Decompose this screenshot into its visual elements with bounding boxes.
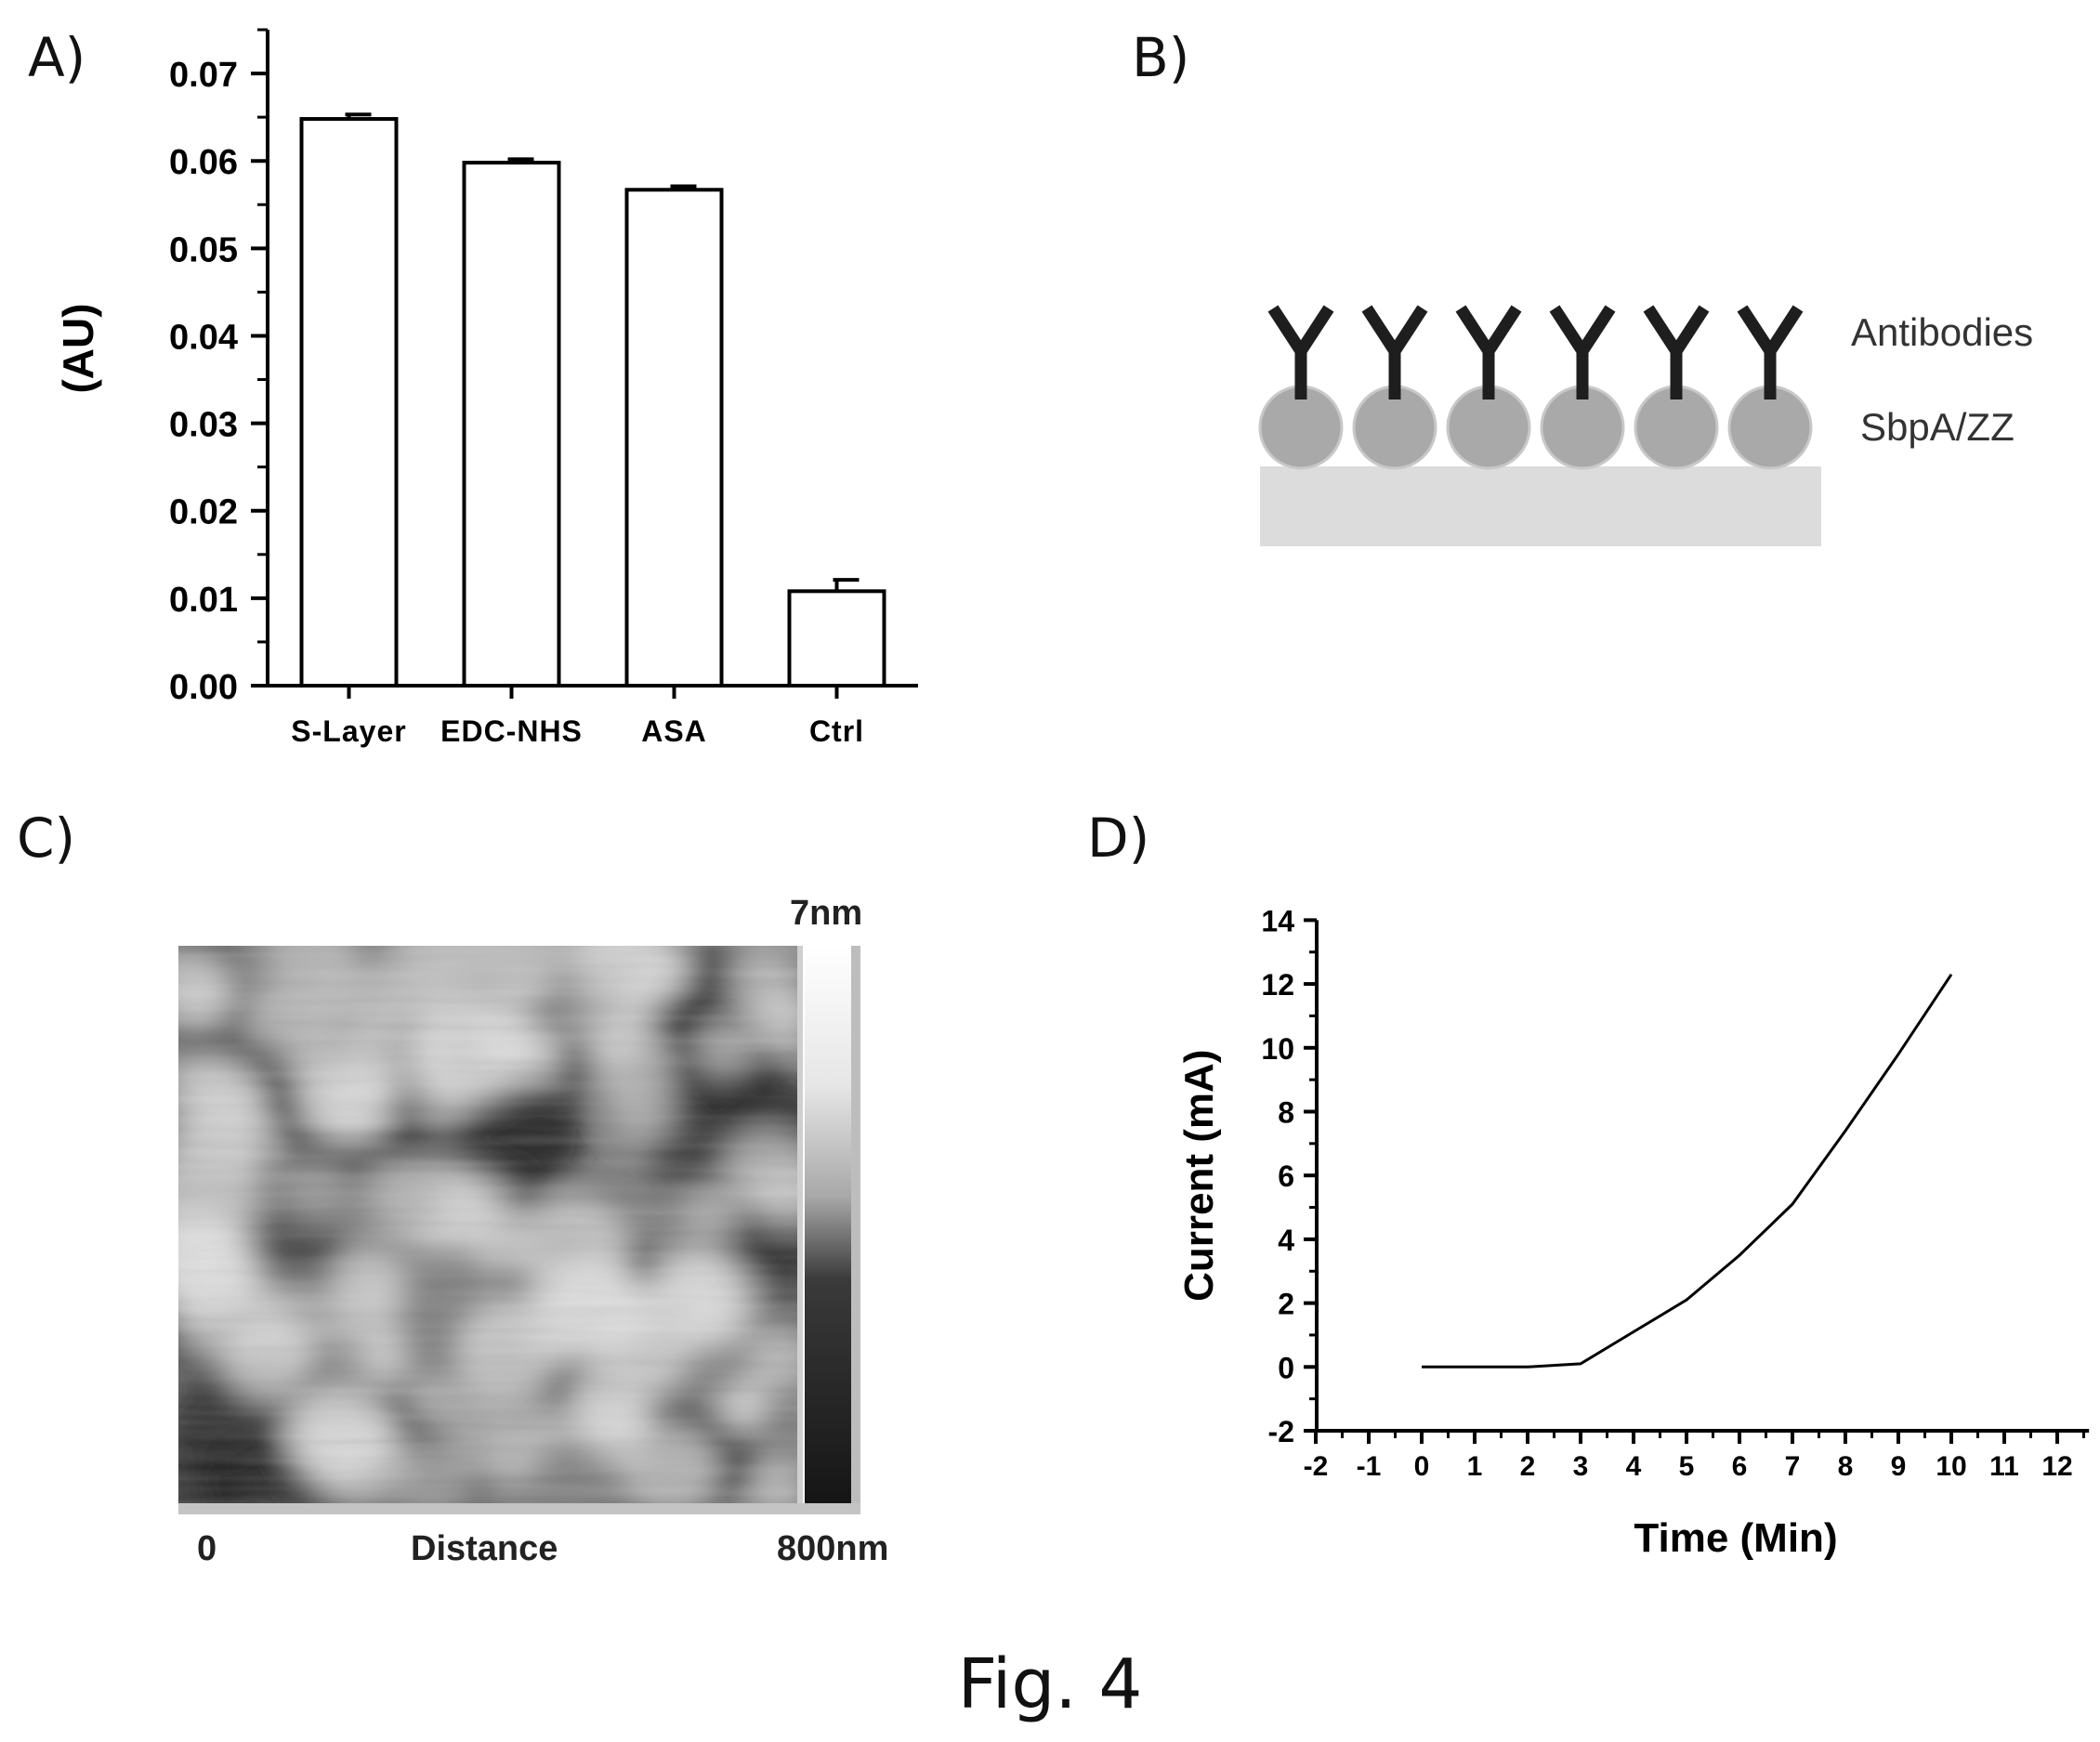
antibody-icon <box>1549 305 1616 399</box>
y-tick-label: 12 <box>1261 968 1294 1002</box>
x-tick-label: 1 <box>1467 1451 1483 1482</box>
antibody-arm-left <box>1737 305 1776 355</box>
x-tick-label: 12 <box>2041 1451 2072 1482</box>
y-tick-label: 8 <box>1278 1096 1294 1130</box>
x-tick-label: 9 <box>1891 1451 1907 1482</box>
x-tick-label: S-Layer <box>291 714 406 748</box>
current-series-line <box>1422 973 1953 1369</box>
y-tick-label: -2 <box>1268 1415 1294 1448</box>
antibody-arm-left <box>1455 305 1494 355</box>
substrate-layer <box>1260 466 1821 546</box>
x-axis-title: Time (Min) <box>1634 1515 1837 1561</box>
antibody-icon <box>1643 305 1710 399</box>
y-axis-title: (AU) <box>54 303 102 393</box>
x-tick-label: ASA <box>641 714 707 748</box>
antibody-arm-right <box>1577 305 1616 355</box>
y-tick-label: 0.00 <box>169 668 238 707</box>
y-axis-title: Current (mA) <box>1176 1050 1222 1302</box>
antibody-icon <box>1361 305 1428 399</box>
antibody-icon <box>1455 305 1522 399</box>
antibody-row <box>1267 305 1804 399</box>
y-tick-label: 6 <box>1278 1159 1294 1193</box>
afm-color-scale <box>805 946 851 1503</box>
y-tick-label: 0.02 <box>169 493 238 532</box>
afm-x-end-label: 800nm <box>777 1529 889 1568</box>
panel-c-label: C) <box>17 806 76 870</box>
x-tick-label: 3 <box>1573 1451 1589 1482</box>
x-tick-label: 7 <box>1785 1451 1801 1482</box>
afm-bottom-bar <box>178 1503 860 1514</box>
y-tick-label: 10 <box>1261 1032 1294 1066</box>
y-tick-label: 0.06 <box>169 143 238 182</box>
x-tick-label: 6 <box>1732 1451 1748 1482</box>
afm-separator <box>797 946 803 1503</box>
y-tick-label: 0.01 <box>169 581 238 620</box>
x-tick-label: 0 <box>1414 1451 1430 1482</box>
antibody-arm-right <box>1389 305 1428 355</box>
x-tick-label: -2 <box>1304 1451 1329 1482</box>
y-tick-label: 4 <box>1278 1224 1294 1257</box>
y-tick-label: 0.04 <box>169 318 238 357</box>
bar-s-layer <box>299 117 399 688</box>
figure-caption: Fig. 4 <box>957 1644 1143 1724</box>
afm-x-start-label: 0 <box>197 1529 217 1568</box>
antibody-arm-right <box>1483 305 1522 355</box>
afm-x-title: Distance <box>411 1529 558 1568</box>
x-tick-label: Ctrl <box>809 714 864 748</box>
x-tick-label: -1 <box>1357 1451 1382 1482</box>
antibody-arm-right <box>1295 305 1334 355</box>
afm-scale-max-label: 7nm <box>790 894 863 933</box>
y-tick-label: 0.05 <box>169 230 238 269</box>
x-tick-label: 11 <box>1989 1451 2019 1482</box>
antibodies-label: Antibodies <box>1851 310 2034 354</box>
x-tick-label: 8 <box>1838 1451 1854 1482</box>
x-tick-label: 10 <box>1936 1451 1966 1482</box>
bar-asa <box>624 188 724 688</box>
y-tick-label: 14 <box>1261 904 1294 937</box>
y-tick-label: 0 <box>1278 1351 1294 1384</box>
x-tick-label: 2 <box>1520 1451 1536 1482</box>
antibody-icon <box>1267 305 1334 399</box>
y-tick-label: 0.03 <box>169 406 238 445</box>
antibody-arm-left <box>1267 305 1306 355</box>
antibody-arm-left <box>1361 305 1400 355</box>
sbpa-particle-row <box>1258 385 1813 470</box>
x-tick-label: 5 <box>1679 1451 1695 1482</box>
antibody-icon <box>1737 305 1804 399</box>
panel-b-label: B) <box>1132 26 1190 89</box>
panel-d-label: D) <box>1087 806 1150 870</box>
antibody-arm-right <box>1765 305 1804 355</box>
y-tick-label: 0.07 <box>169 56 238 95</box>
x-tick-label: EDC-NHS <box>440 714 583 748</box>
y-tick-label: 2 <box>1278 1288 1294 1321</box>
antibody-arm-right <box>1671 305 1710 355</box>
antibody-arm-left <box>1549 305 1588 355</box>
x-tick-label: 4 <box>1626 1451 1642 1482</box>
sbpa-zz-label: SbpA/ZZ <box>1860 405 2015 449</box>
antibody-arm-left <box>1643 305 1682 355</box>
panel-a-label: A) <box>28 26 86 89</box>
